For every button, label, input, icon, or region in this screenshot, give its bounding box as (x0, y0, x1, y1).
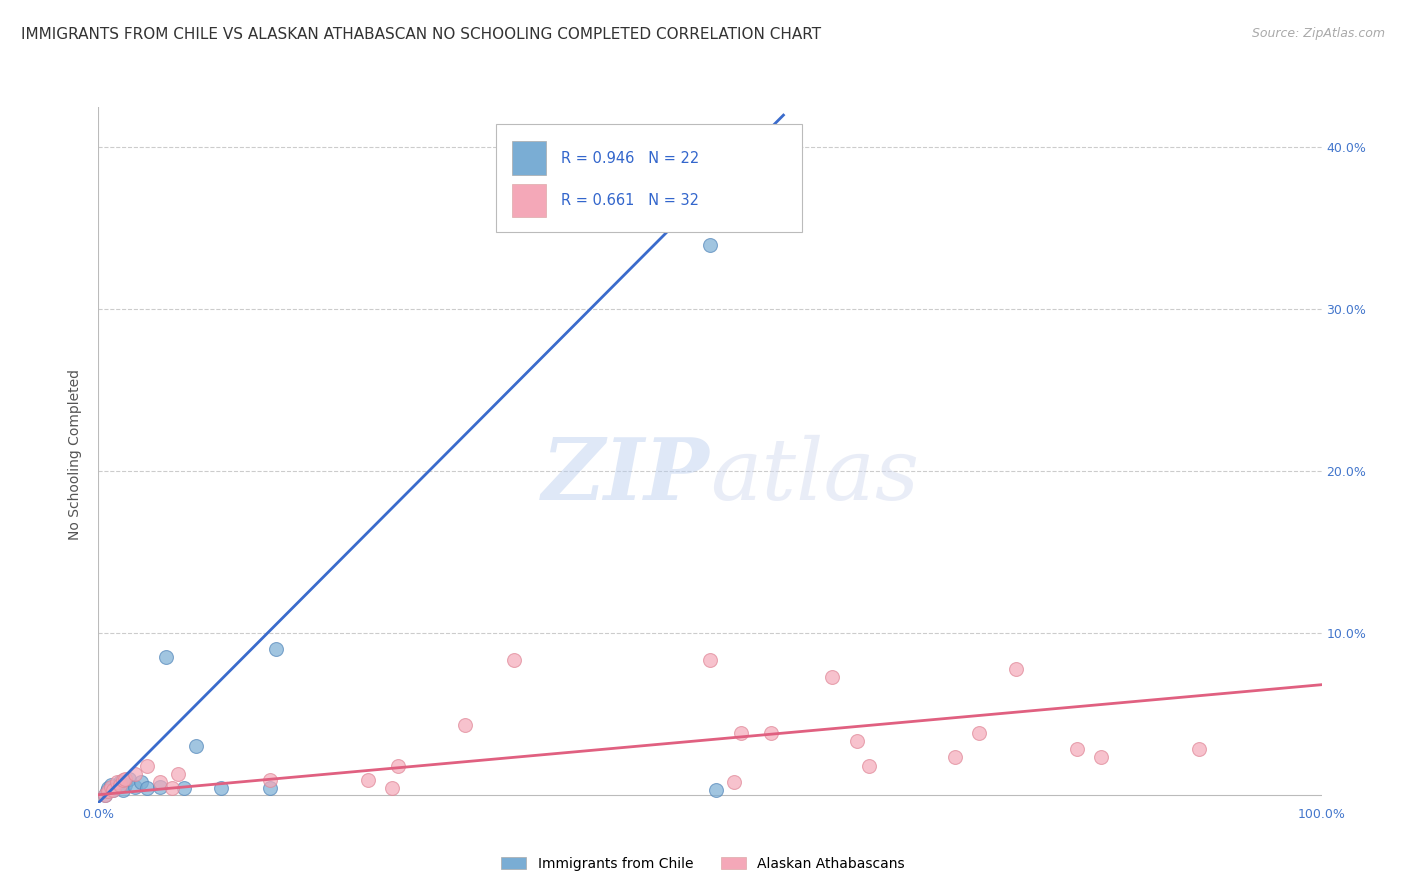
Point (97, 781, 120, 796)
Point (845, 734, 868, 748)
Point (149, 780, 172, 794)
Point (105, 774, 128, 789)
Point (101, 782, 124, 797)
Point (136, 758, 159, 772)
Point (93, 788, 115, 802)
Point (761, 726, 783, 740)
Point (723, 774, 745, 789)
Point (111, 773, 134, 788)
Point (259, 773, 281, 788)
Text: atlas: atlas (710, 434, 920, 517)
Legend: Immigrants from Chile, Alaskan Athabascans: Immigrants from Chile, Alaskan Athabasca… (496, 851, 910, 876)
Point (1188, 742, 1211, 756)
Y-axis label: No Schooling Completed: No Schooling Completed (69, 369, 83, 541)
Point (1090, 750, 1112, 764)
Point (160, 781, 183, 796)
Point (704, 782, 727, 797)
Point (149, 774, 172, 789)
Point (136, 781, 159, 796)
Point (110, 774, 132, 789)
Point (100, 778, 122, 792)
Point (118, 772, 141, 786)
Point (1004, 661, 1026, 675)
Point (730, 726, 752, 740)
Point (699, 653, 721, 667)
Point (209, 781, 232, 796)
Point (699, 237, 721, 252)
Point (129, 774, 152, 789)
Point (111, 782, 134, 797)
Point (821, 670, 844, 684)
Point (356, 773, 378, 788)
Point (110, 778, 132, 792)
Point (454, 718, 477, 732)
Point (100, 780, 122, 794)
Point (124, 780, 146, 794)
Point (96, 784, 118, 798)
Point (105, 780, 128, 794)
Point (259, 781, 281, 796)
Point (173, 781, 195, 796)
Point (93, 788, 115, 802)
Point (186, 739, 208, 754)
Point (97, 784, 120, 798)
Text: R = 0.946   N = 22: R = 0.946 N = 22 (561, 151, 699, 166)
Point (967, 726, 990, 740)
Bar (512, 142, 546, 175)
Point (503, 653, 526, 667)
Point (943, 750, 966, 764)
Point (114, 778, 136, 792)
Point (101, 782, 124, 797)
Point (167, 766, 190, 780)
Point (124, 766, 146, 780)
Point (387, 758, 409, 772)
Bar (512, 184, 546, 218)
Text: ZIP: ZIP (543, 434, 710, 517)
Point (858, 758, 880, 772)
FancyBboxPatch shape (496, 124, 801, 232)
Point (381, 781, 404, 796)
Point (1066, 742, 1088, 756)
Text: IMMIGRANTS FROM CHILE VS ALASKAN ATHABASCAN NO SCHOOLING COMPLETED CORRELATION C: IMMIGRANTS FROM CHILE VS ALASKAN ATHABAS… (21, 27, 821, 42)
Point (264, 642, 287, 657)
Text: R = 0.661   N = 32: R = 0.661 N = 32 (561, 193, 699, 208)
Point (114, 772, 136, 786)
Point (155, 650, 177, 665)
Text: Source: ZipAtlas.com: Source: ZipAtlas.com (1251, 27, 1385, 40)
